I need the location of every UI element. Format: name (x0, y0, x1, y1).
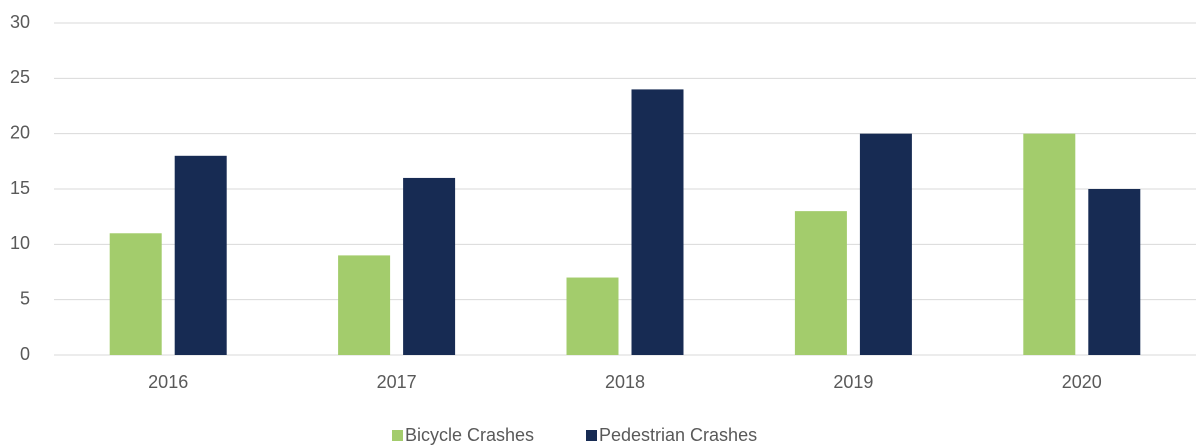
bar (1023, 133, 1076, 355)
bar (174, 155, 227, 355)
y-tick-label: 25 (10, 67, 30, 87)
y-tick-label: 15 (10, 178, 30, 198)
x-tick-label: 2017 (377, 372, 417, 392)
y-tick-label: 0 (20, 344, 30, 364)
bar (403, 177, 456, 355)
x-tick-label: 2016 (148, 372, 188, 392)
x-tick-label: 2020 (1062, 372, 1102, 392)
x-tick-label: 2019 (833, 372, 873, 392)
bar (109, 233, 162, 355)
legend-swatch (586, 430, 597, 441)
bar (566, 277, 619, 355)
x-tick-label: 2018 (605, 372, 645, 392)
y-tick-label: 10 (10, 233, 30, 253)
y-tick-label: 5 (20, 288, 30, 308)
legend-label: Bicycle Crashes (405, 425, 534, 445)
bar (794, 211, 847, 355)
bar (338, 255, 391, 355)
bar (1088, 189, 1141, 355)
bar (631, 89, 684, 356)
legend-swatch (392, 430, 403, 441)
bar (859, 133, 912, 355)
legend-label: Pedestrian Crashes (599, 425, 757, 445)
y-tick-label: 20 (10, 122, 30, 142)
y-tick-label: 30 (10, 12, 30, 32)
